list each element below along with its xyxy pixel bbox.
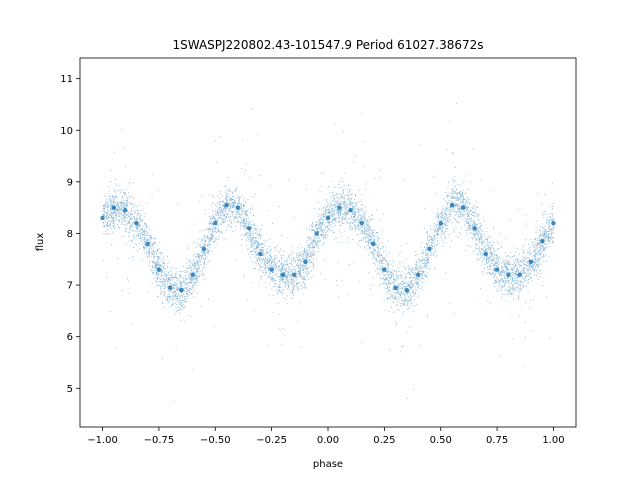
data-point [337,205,342,210]
data-point [246,226,252,231]
y-tick-label: 8 [67,229,73,240]
y-tick-label: 10 [60,126,73,137]
data-point [122,208,128,213]
data-point [314,231,319,236]
data-point [167,285,173,290]
data-point [494,267,500,272]
y-axis-ticks: 5 6 7 8 9 10 11 [60,74,80,395]
x-tick-label: −0.50 [200,435,231,446]
data-point [370,241,376,246]
data-point [179,288,184,293]
x-tick-label: 0.50 [430,435,452,446]
data-point [258,251,263,257]
x-tick-label: −0.75 [144,435,175,446]
data-point [359,220,365,226]
y-axis-label: flux [35,233,46,252]
plot-frame [79,57,577,428]
data-point [280,272,286,277]
data-point [506,272,511,277]
data-point [156,267,162,272]
data-point [461,205,466,210]
x-tick-label: 1.00 [542,435,564,446]
chart-title: 1SWASPJ220802.43-101547.9 Period 61027.3… [172,38,483,52]
data-point [449,202,455,208]
y-tick-label: 9 [67,177,73,188]
data-point [235,205,241,210]
data-point [134,220,139,226]
data-point [269,267,274,272]
data-point [348,208,353,213]
data-point [291,272,297,277]
y-tick-label: 7 [67,281,73,292]
data-point [325,215,331,221]
data-point [539,239,545,244]
x-tick-label: 0.75 [486,435,508,446]
x-axis-label: phase [313,459,343,470]
data-point [393,285,398,290]
data-point [100,215,105,221]
data-point [404,288,410,293]
data-point [415,272,421,277]
data-point [111,205,117,210]
data-point [483,251,489,257]
data-point [145,241,150,246]
data-point [551,220,556,226]
x-tick-label: 0.00 [317,435,339,446]
x-tick-label: 0.25 [373,435,395,446]
data-point [382,267,387,272]
data-point [472,226,477,231]
data-point [438,220,443,226]
data-point [190,272,195,277]
data-point [213,220,218,226]
data-point [517,272,522,277]
data-point [224,202,229,208]
data-point [427,246,432,252]
y-tick-label: 6 [67,332,73,343]
data-point [201,246,207,252]
data-point [528,259,534,265]
x-axis-ticks: −1.00 −0.75 −0.50 −0.25 0.00 0.25 0.50 0.75 1.00 [87,427,565,446]
y-tick-label: 11 [60,74,73,85]
data-point [303,259,308,265]
y-tick-label: 5 [67,384,73,395]
data-points [100,102,556,402]
x-tick-label: −0.25 [256,435,287,446]
x-tick-label: −1.00 [87,435,118,446]
